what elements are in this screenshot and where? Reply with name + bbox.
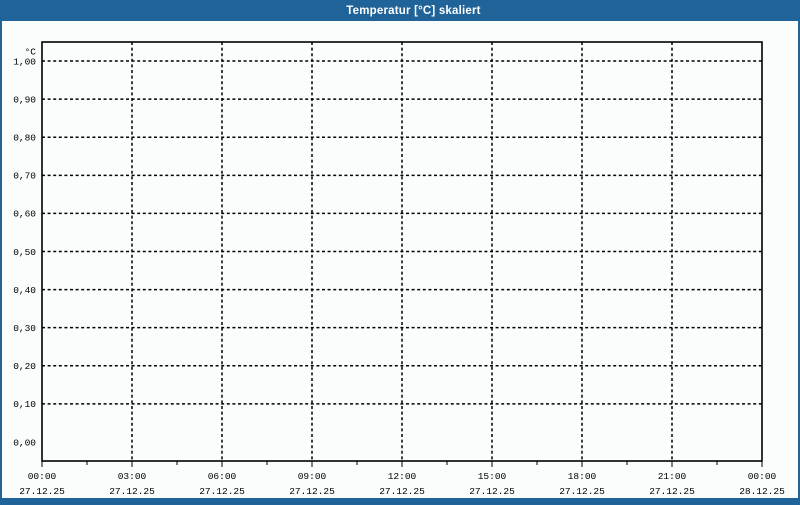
svg-text:27.12.25: 27.12.25 — [199, 486, 245, 497]
svg-text:27.12.25: 27.12.25 — [469, 486, 515, 497]
svg-text:0,00: 0,00 — [13, 437, 36, 448]
svg-text:0,30: 0,30 — [13, 323, 36, 334]
svg-text:0,80: 0,80 — [13, 133, 36, 144]
svg-text:27.12.25: 27.12.25 — [289, 486, 335, 497]
svg-text:03:00: 03:00 — [118, 471, 147, 482]
svg-text:0,60: 0,60 — [13, 209, 36, 220]
svg-text:27.12.25: 27.12.25 — [379, 486, 425, 497]
svg-text:15:00: 15:00 — [478, 471, 507, 482]
svg-text:09:00: 09:00 — [298, 471, 327, 482]
svg-text:27.12.25: 27.12.25 — [19, 486, 65, 497]
svg-text:00:00: 00:00 — [748, 471, 777, 482]
svg-text:0,50: 0,50 — [13, 247, 36, 258]
svg-text:27.12.25: 27.12.25 — [109, 486, 155, 497]
svg-text:12:00: 12:00 — [388, 471, 417, 482]
svg-text:00:00: 00:00 — [28, 471, 57, 482]
svg-text:0,10: 0,10 — [13, 399, 36, 410]
svg-text:0,90: 0,90 — [13, 94, 36, 105]
svg-text:0,40: 0,40 — [13, 285, 36, 296]
svg-text:18:00: 18:00 — [568, 471, 597, 482]
svg-text:1,00: 1,00 — [13, 56, 36, 67]
svg-text:06:00: 06:00 — [208, 471, 237, 482]
svg-text:21:00: 21:00 — [658, 471, 687, 482]
svg-text:0,70: 0,70 — [13, 171, 36, 182]
svg-text:0,20: 0,20 — [13, 361, 36, 372]
svg-text:27.12.25: 27.12.25 — [649, 486, 695, 497]
svg-text:°C: °C — [25, 47, 37, 58]
svg-text:28.12.25: 28.12.25 — [739, 486, 785, 497]
svg-text:27.12.25: 27.12.25 — [559, 486, 605, 497]
